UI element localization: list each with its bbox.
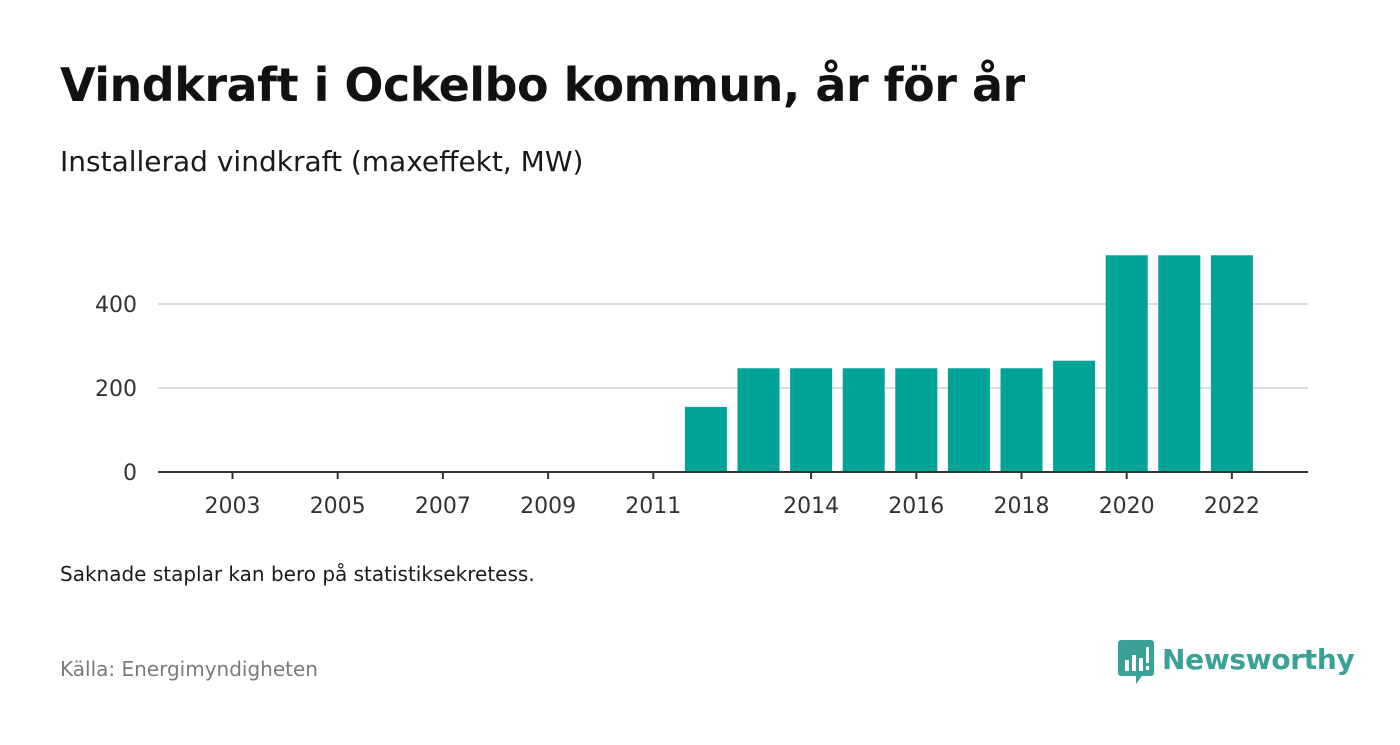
- bar: [895, 368, 938, 472]
- y-tick-label: 0: [123, 461, 137, 486]
- footnote: Saknade staplar kan bero på statistiksek…: [60, 562, 535, 586]
- bar: [947, 368, 990, 472]
- x-tick-label: 2007: [415, 494, 471, 519]
- x-tick-label: 2020: [1099, 494, 1155, 519]
- source-label: Källa: Energimyndigheten: [60, 657, 318, 681]
- x-tick-label: 2016: [888, 494, 944, 519]
- x-tick-label: 2011: [625, 494, 681, 519]
- bar-chart: 0 200 400 2003 2005 2007 2009 2011 2014 2016 2018 2…: [95, 255, 1308, 519]
- bar: [1158, 255, 1201, 472]
- bar: [737, 368, 780, 472]
- chart-subtitle: Installerad vindkraft (maxeffekt, MW): [60, 145, 584, 178]
- x-tick-label: 2018: [994, 494, 1050, 519]
- y-tick-label: 400: [95, 293, 137, 318]
- newsworthy-logo-icon: [1118, 640, 1154, 684]
- x-tick-label: 2022: [1204, 494, 1260, 519]
- chart-title: Vindkraft i Ockelbo kommun, år för år: [60, 58, 1025, 112]
- brand-name: Newsworthy: [1162, 643, 1355, 676]
- bar: [1210, 255, 1253, 472]
- y-tick-label: 200: [95, 377, 137, 402]
- bar: [1105, 255, 1148, 472]
- brand-logo: Newsworthy: [1118, 640, 1355, 686]
- bar: [684, 406, 727, 472]
- x-tick-label: 2005: [310, 494, 366, 519]
- bar: [1053, 360, 1096, 472]
- x-tick-label: 2003: [205, 494, 261, 519]
- x-tick-label: 2009: [520, 494, 576, 519]
- bar: [790, 368, 833, 472]
- bar: [842, 368, 885, 472]
- bar: [1000, 368, 1043, 472]
- x-tick-label: 2014: [783, 494, 839, 519]
